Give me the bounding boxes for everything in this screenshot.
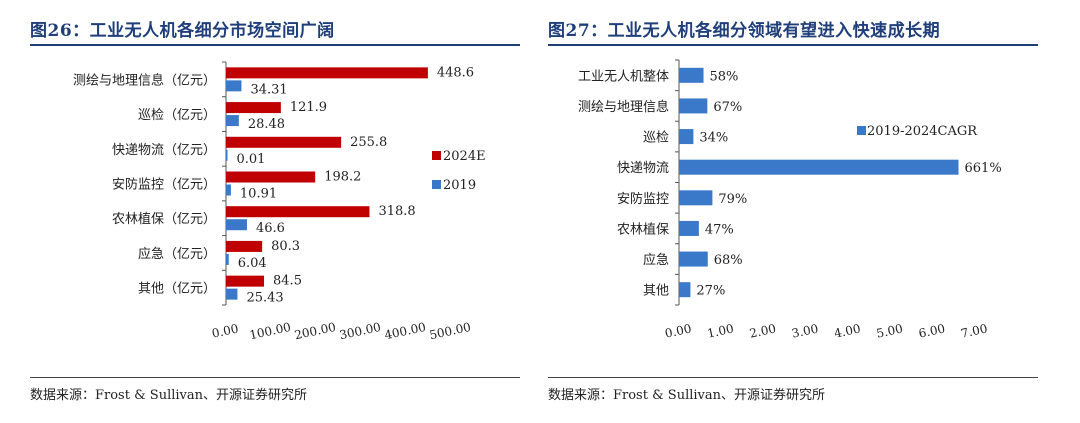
left-legend-label: 2019 — [443, 178, 476, 193]
left-x-tick-label: 0.00 — [211, 321, 240, 340]
left-data-label: 34.31 — [250, 82, 287, 97]
left-bar-2019 — [226, 80, 242, 92]
right-title-rule — [548, 44, 1038, 46]
right-category-label: 工业无人机整体 — [578, 69, 669, 84]
left-source-rule — [30, 377, 520, 378]
right-x-tick-label: 0.00 — [664, 321, 693, 340]
right-bar — [679, 67, 704, 83]
right-x-tick-label: 6.00 — [917, 321, 946, 340]
right-category-label: 其他 — [643, 284, 669, 299]
left-x-tick-label: 100.00 — [248, 320, 292, 342]
right-legend-label: 2019-2024CAGR — [867, 124, 978, 139]
right-category-label: 安防监控 — [617, 191, 669, 207]
left-data-label: 198.2 — [324, 170, 361, 185]
right-data-label: 79% — [718, 192, 747, 207]
right-data-label: 68% — [714, 253, 743, 268]
left-category-label: 应急（亿元） — [138, 246, 216, 262]
left-legend-swatch-2019 — [432, 180, 441, 189]
right-data-label: 34% — [699, 131, 728, 146]
right-bar — [679, 129, 694, 145]
left-data-label: 10.91 — [240, 187, 277, 202]
right-category-label: 测绘与地理信息 — [578, 99, 669, 115]
right-figure-title: 图27：工业无人机各细分领域有望进入快速成长期 — [548, 21, 941, 41]
right-bar — [679, 220, 699, 236]
left-data-label: 448.6 — [437, 65, 474, 80]
left-data-label: 0.01 — [237, 152, 266, 167]
left-figure-panel: 图26：工业无人机各细分市场空间广阔 测绘与地理信息（亿元） 448.6 34.31… — [0, 0, 530, 423]
left-category-label: 快递物流（亿元） — [112, 143, 216, 158]
left-data-label: 84.5 — [273, 274, 302, 289]
right-x-tick-label: 2.00 — [748, 321, 777, 340]
right-x-tick-label: 5.00 — [875, 321, 904, 340]
left-bar-2024E — [226, 206, 370, 218]
left-bar-2019 — [226, 115, 239, 127]
left-x-tick-label: 200.00 — [293, 320, 337, 342]
left-x-tick-label: 400.00 — [383, 320, 427, 342]
right-data-label: 58% — [710, 69, 739, 84]
left-category-label: 安防监控（亿元） — [112, 177, 216, 193]
left-figure-title: 图26：工业无人机各细分市场空间广阔 — [30, 21, 335, 41]
right-data-label: 67% — [713, 100, 742, 115]
right-bar — [679, 159, 959, 175]
left-source-note: 数据来源：Frost & Sullivan、开源证券研究所 — [30, 388, 308, 403]
right-category-label: 应急 — [643, 252, 669, 268]
right-bar-chart: 工业无人机整体 58% 测绘与地理信息 67% 巡检 34% 快递物流 661% 安防监控 79%… — [578, 59, 1002, 341]
left-category-label: 测绘与地理信息（亿元） — [73, 72, 216, 88]
right-bar — [679, 251, 708, 267]
left-data-label: 46.6 — [256, 221, 285, 236]
left-bar-2019 — [226, 149, 228, 161]
right-x-tick-label: 7.00 — [960, 321, 989, 340]
right-category-label: 巡检 — [643, 131, 669, 146]
right-figure-panel: 图27：工业无人机各细分领域有望进入快速成长期 工业无人机整体 58% 测绘与地理信… — [545, 0, 1080, 423]
left-x-tick-label: 500.00 — [428, 320, 472, 342]
left-data-label: 80.3 — [271, 239, 300, 254]
left-bar-2024E — [226, 67, 428, 79]
right-data-label: 47% — [705, 222, 734, 237]
left-bar-2024E — [226, 102, 281, 114]
left-bar-2019 — [226, 184, 231, 196]
left-bar-2024E — [226, 275, 265, 287]
left-data-label: 25.43 — [246, 291, 283, 306]
left-data-label: 6.04 — [238, 256, 267, 271]
right-bar — [679, 282, 691, 298]
left-bar-2024E — [226, 136, 342, 148]
right-source-rule — [548, 377, 1038, 378]
right-category-label: 快递物流 — [617, 161, 669, 176]
left-data-label: 28.48 — [248, 117, 285, 132]
left-category-label: 其他（亿元） — [138, 282, 216, 297]
left-bar-2024E — [226, 171, 316, 183]
right-x-tick-label: 1.00 — [706, 321, 735, 340]
right-data-label: 27% — [696, 284, 725, 299]
right-x-tick-label: 4.00 — [833, 321, 862, 340]
left-bar-2019 — [226, 288, 238, 300]
left-data-label: 255.8 — [350, 135, 387, 150]
right-bar — [679, 98, 708, 114]
right-category-label: 农林植保 — [617, 222, 669, 237]
right-bar — [679, 190, 713, 206]
left-bar-chart: 测绘与地理信息（亿元） 448.6 34.31 巡检（亿元） 121.9 28.48 快递物… — [73, 61, 486, 342]
left-bar-2019 — [226, 219, 247, 231]
left-data-label: 121.9 — [290, 100, 327, 115]
left-bar-2019 — [226, 253, 229, 265]
left-category-label: 农林植保（亿元） — [112, 212, 216, 227]
left-x-tick-label: 300.00 — [338, 320, 382, 342]
left-data-label: 318.8 — [378, 204, 415, 219]
right-data-label: 661% — [965, 161, 1002, 176]
left-legend-swatch-2024E — [432, 151, 441, 160]
left-category-label: 巡检（亿元） — [138, 108, 216, 123]
right-source-note: 数据来源：Frost & Sullivan、开源证券研究所 — [548, 388, 826, 403]
left-title-rule — [30, 44, 520, 46]
right-x-tick-label: 3.00 — [791, 321, 820, 340]
right-legend-swatch — [857, 126, 866, 135]
left-bar-2024E — [226, 240, 263, 252]
left-legend-label: 2024E — [443, 149, 486, 164]
